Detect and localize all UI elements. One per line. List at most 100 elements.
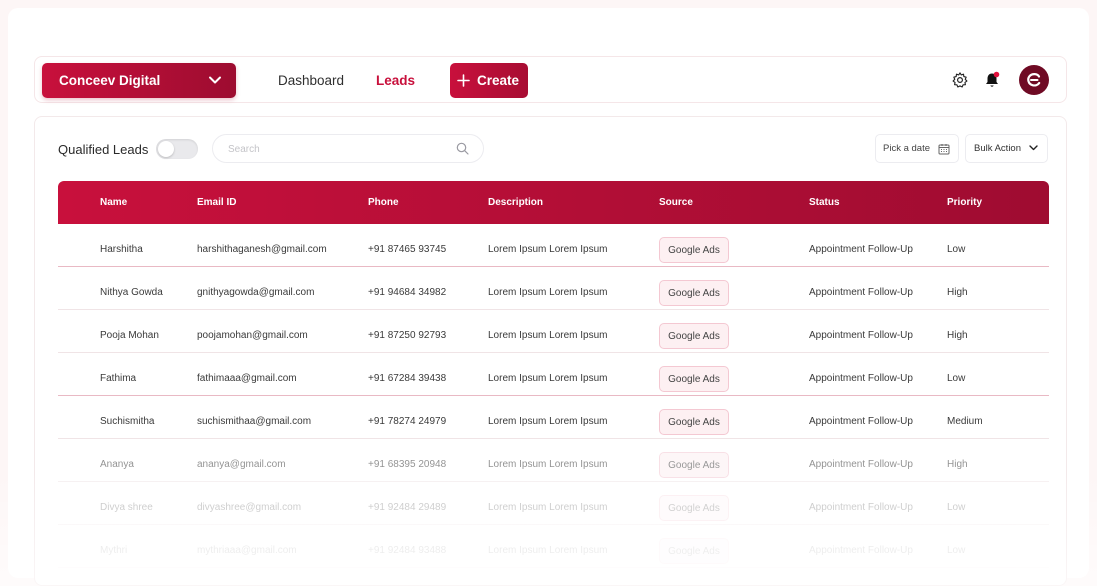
chevron-down-icon bbox=[1029, 145, 1038, 151]
plus-icon bbox=[457, 74, 470, 87]
lead-name: Fathima bbox=[100, 373, 137, 384]
lead-phone: +91 87250 92793 bbox=[368, 330, 447, 341]
lead-priority: High bbox=[947, 459, 968, 470]
lead-description: Lorem Ipsum Lorem Ipsum bbox=[488, 459, 608, 470]
lead-phone: +91 78274 24979 bbox=[368, 416, 447, 427]
lead-priority: Low bbox=[947, 244, 966, 255]
lead-status: Appointment Follow-Up bbox=[809, 459, 913, 470]
lead-name: Suchismitha bbox=[100, 416, 155, 427]
lead-description: Lorem Ipsum Lorem Ipsum bbox=[488, 416, 608, 427]
lead-priority: Low bbox=[947, 545, 966, 556]
column-header-name[interactable]: Name bbox=[100, 197, 128, 208]
lead-email: divyashree@gmail.com bbox=[197, 502, 302, 513]
table-row[interactable]: Suchismitha suchismithaa@gmail.com +91 782… bbox=[58, 396, 1049, 439]
bulk-action-label: Bulk Action bbox=[974, 143, 1021, 154]
lead-description: Lorem Ipsum Lorem Ipsum bbox=[488, 244, 608, 255]
lead-priority: Medium bbox=[947, 416, 983, 427]
toggle-knob bbox=[158, 141, 174, 157]
lead-priority: Low bbox=[947, 502, 966, 513]
qualified-leads-toggle[interactable] bbox=[156, 139, 198, 159]
lead-status: Appointment Follow-Up bbox=[809, 502, 913, 513]
column-header-status[interactable]: Status bbox=[809, 197, 840, 208]
column-header-priority[interactable]: Priority bbox=[947, 197, 983, 208]
lead-description: Lorem Ipsum Lorem Ipsum bbox=[488, 545, 608, 556]
lead-status: Appointment Follow-Up bbox=[809, 373, 913, 384]
lead-source-badge: Google Ads bbox=[659, 495, 729, 521]
qualified-leads-label: Qualified Leads bbox=[58, 142, 149, 157]
lead-description: Lorem Ipsum Lorem Ipsum bbox=[488, 502, 608, 513]
nav-leads[interactable]: Leads bbox=[376, 73, 416, 88]
lead-name: Nithya Gowda bbox=[100, 287, 163, 298]
lead-description: Lorem Ipsum Lorem Ipsum bbox=[488, 330, 608, 341]
lead-source-badge: Google Ads bbox=[659, 323, 729, 349]
lead-phone: +91 92484 29489 bbox=[368, 502, 447, 513]
table-row[interactable]: Divya shree divyashree@gmail.com +91 92484… bbox=[58, 482, 1049, 525]
bulk-action-dropdown[interactable]: Bulk Action bbox=[965, 134, 1048, 163]
search-input[interactable] bbox=[228, 141, 448, 157]
calendar-icon bbox=[938, 144, 950, 155]
table-row[interactable]: Pooja Mohan poojamohan@gmail.com +91 87250… bbox=[58, 310, 1049, 353]
lead-status: Appointment Follow-Up bbox=[809, 244, 913, 255]
bell-icon[interactable] bbox=[983, 71, 1001, 89]
gear-icon[interactable] bbox=[951, 71, 969, 89]
lead-source-badge: Google Ads bbox=[659, 280, 729, 306]
lead-email: mythriaaa@gmail.com bbox=[197, 545, 297, 556]
lead-email: poojamohan@gmail.com bbox=[197, 330, 308, 341]
lead-status: Appointment Follow-Up bbox=[809, 416, 913, 427]
lead-name: Ananya bbox=[100, 459, 134, 470]
lead-description: Lorem Ipsum Lorem Ipsum bbox=[488, 287, 608, 298]
table-row[interactable]: Nithya Gowda gnithyagowda@gmail.com +91 94… bbox=[58, 267, 1049, 310]
search-box bbox=[212, 134, 484, 163]
column-header-source[interactable]: Source bbox=[659, 197, 693, 208]
lead-priority: High bbox=[947, 330, 968, 341]
organization-name: Conceev Digital bbox=[59, 73, 161, 88]
lead-source-badge: Google Ads bbox=[659, 237, 729, 263]
date-picker-button[interactable]: Pick a date bbox=[875, 134, 959, 163]
search-icon[interactable] bbox=[456, 142, 469, 155]
lead-priority: High bbox=[947, 287, 968, 298]
column-header-description[interactable]: Description bbox=[488, 197, 544, 208]
lead-phone: +91 67284 39438 bbox=[368, 373, 447, 384]
leads-table: Name Email ID Phone Description Source S… bbox=[58, 181, 1049, 568]
lead-source-badge: Google Ads bbox=[659, 538, 729, 564]
lead-phone: +91 87465 93745 bbox=[368, 244, 447, 255]
table-row[interactable]: Fathima fathimaaa@gmail.com +91 67284 3943… bbox=[58, 353, 1049, 396]
lead-source-badge: Google Ads bbox=[659, 452, 729, 478]
nav-dashboard[interactable]: Dashboard bbox=[278, 73, 345, 88]
lead-name: Mythri bbox=[100, 545, 128, 556]
lead-email: fathimaaa@gmail.com bbox=[197, 373, 297, 384]
table-row[interactable]: Ananya ananya@gmail.com +91 68395 20948 Lor… bbox=[58, 439, 1049, 482]
leads-card: Qualified Leads Pick a date Bulk Action … bbox=[34, 116, 1067, 586]
lead-name: Harshitha bbox=[100, 244, 143, 255]
lead-status: Appointment Follow-Up bbox=[809, 545, 913, 556]
lead-description: Lorem Ipsum Lorem Ipsum bbox=[488, 373, 608, 384]
lead-phone: +91 68395 20948 bbox=[368, 459, 447, 470]
lead-phone: +91 92484 93488 bbox=[368, 545, 447, 556]
table-row[interactable]: Harshitha harshithaganesh@gmail.com +91 87… bbox=[58, 224, 1049, 267]
lead-email: gnithyagowda@gmail.com bbox=[197, 287, 315, 298]
lead-email: harshithaganesh@gmail.com bbox=[197, 244, 327, 255]
chevron-down-icon bbox=[209, 76, 221, 84]
table-header: Name Email ID Phone Description Source S… bbox=[58, 181, 1049, 224]
date-picker-label: Pick a date bbox=[883, 143, 930, 154]
column-header-phone[interactable]: Phone bbox=[368, 197, 399, 208]
organization-selector[interactable]: Conceev Digital bbox=[42, 63, 236, 98]
lead-source-badge: Google Ads bbox=[659, 409, 729, 435]
lead-email: suchismithaa@gmail.com bbox=[197, 416, 312, 427]
create-button[interactable]: Create bbox=[450, 63, 528, 98]
lead-status: Appointment Follow-Up bbox=[809, 287, 913, 298]
table-body: Harshitha harshithaganesh@gmail.com +91 87… bbox=[58, 224, 1049, 568]
lead-name: Pooja Mohan bbox=[100, 330, 159, 341]
brand-logo-icon bbox=[1027, 73, 1041, 87]
lead-priority: Low bbox=[947, 373, 966, 384]
lead-phone: +91 94684 34982 bbox=[368, 287, 447, 298]
create-label: Create bbox=[477, 73, 520, 88]
lead-status: Appointment Follow-Up bbox=[809, 330, 913, 341]
table-row[interactable]: Mythri mythriaaa@gmail.com +91 92484 93488… bbox=[58, 525, 1049, 568]
column-header-email[interactable]: Email ID bbox=[197, 197, 237, 208]
avatar[interactable] bbox=[1019, 65, 1049, 95]
lead-email: ananya@gmail.com bbox=[197, 459, 286, 470]
lead-source-badge: Google Ads bbox=[659, 366, 729, 392]
top-navbar: Conceev Digital Dashboard Leads Create bbox=[34, 56, 1067, 103]
notification-dot-icon bbox=[993, 71, 1000, 78]
